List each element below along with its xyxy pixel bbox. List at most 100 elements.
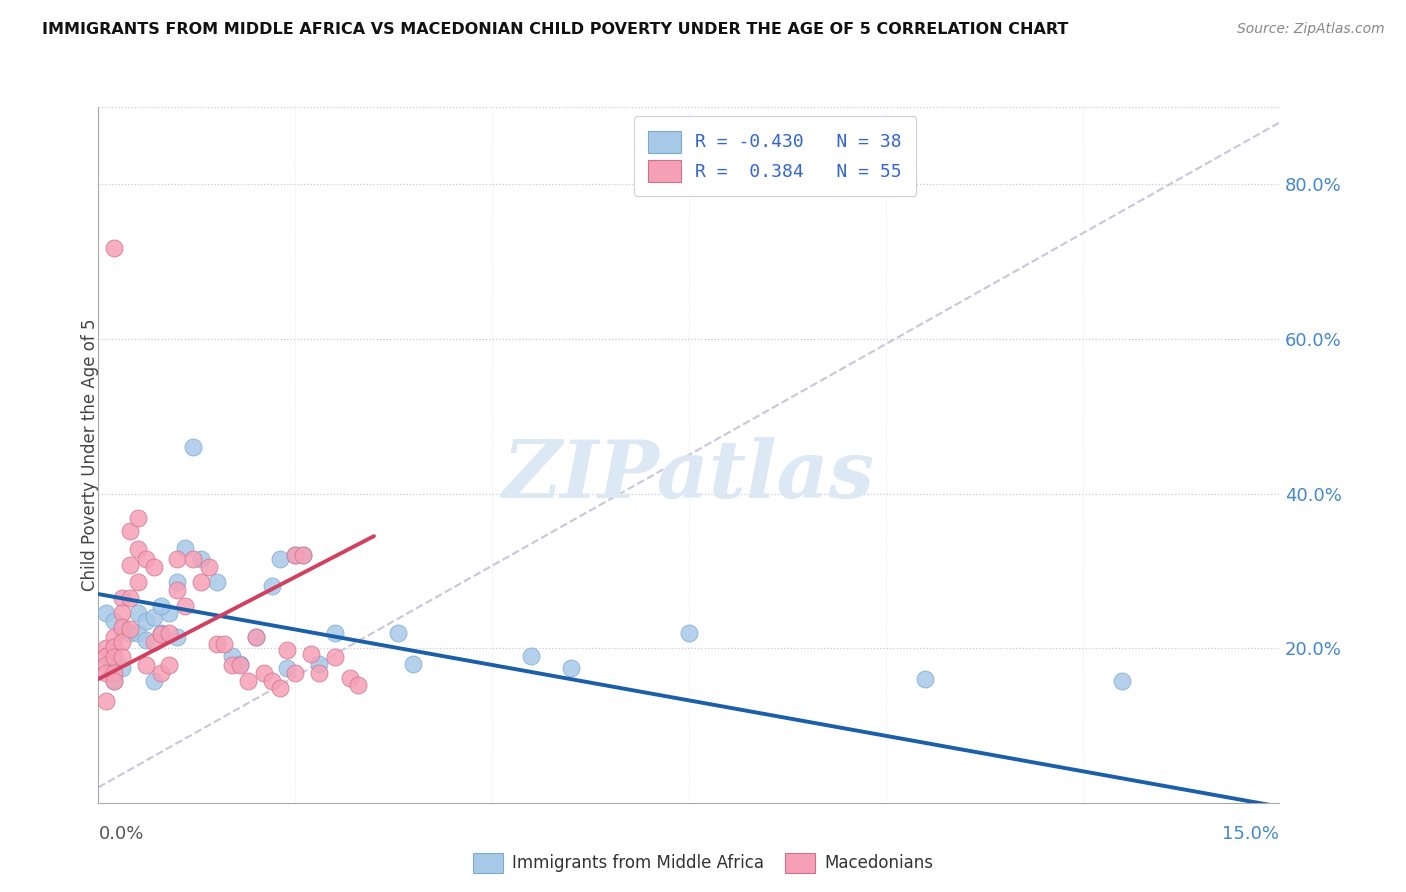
Point	[127, 575, 149, 590]
Point	[221, 658, 243, 673]
Point	[308, 665, 330, 680]
Point	[260, 673, 283, 688]
Point	[387, 625, 409, 640]
Point	[118, 558, 141, 572]
Point	[157, 607, 180, 621]
Point	[111, 607, 134, 621]
Point	[914, 672, 936, 686]
Point	[103, 665, 125, 680]
Point	[96, 641, 118, 656]
Point	[245, 630, 267, 644]
Point	[103, 241, 125, 255]
Point	[245, 630, 267, 644]
Point	[229, 658, 252, 673]
Point	[292, 549, 315, 563]
Point	[560, 660, 582, 674]
Point	[181, 440, 204, 454]
Point	[111, 622, 134, 636]
Point	[166, 583, 188, 598]
Point	[150, 625, 173, 640]
Point	[205, 575, 228, 590]
Point	[174, 599, 197, 613]
Point	[103, 673, 125, 688]
Point	[284, 549, 307, 563]
Legend: R = -0.430   N = 38, R =  0.384   N = 55: R = -0.430 N = 38, R = 0.384 N = 55	[634, 116, 917, 196]
Point	[284, 549, 307, 563]
Point	[299, 648, 322, 662]
Point	[323, 625, 346, 640]
Point	[260, 579, 283, 593]
Y-axis label: Child Poverty Under the Age of 5: Child Poverty Under the Age of 5	[82, 318, 98, 591]
Legend: Immigrants from Middle Africa, Macedonians: Immigrants from Middle Africa, Macedonia…	[465, 847, 941, 880]
Point	[127, 607, 149, 621]
Point	[157, 658, 180, 673]
Point	[103, 673, 125, 688]
Point	[150, 599, 173, 613]
Point	[127, 511, 149, 525]
Point	[197, 560, 219, 574]
Point	[96, 607, 118, 621]
Point	[111, 650, 134, 665]
Point	[678, 625, 700, 640]
Point	[205, 637, 228, 651]
Point	[118, 622, 141, 636]
Point	[214, 637, 236, 651]
Point	[339, 671, 361, 685]
Point	[166, 551, 188, 566]
Point	[96, 648, 118, 663]
Point	[103, 614, 125, 628]
Point	[111, 619, 134, 633]
Point	[1111, 673, 1133, 688]
Point	[118, 591, 141, 605]
Point	[166, 575, 188, 590]
Text: IMMIGRANTS FROM MIDDLE AFRICA VS MACEDONIAN CHILD POVERTY UNDER THE AGE OF 5 COR: IMMIGRANTS FROM MIDDLE AFRICA VS MACEDON…	[42, 22, 1069, 37]
Point	[96, 658, 118, 673]
Point	[118, 625, 141, 640]
Point	[142, 560, 165, 574]
Point	[284, 665, 307, 680]
Point	[520, 648, 543, 663]
Point	[402, 657, 425, 671]
Point	[276, 660, 298, 674]
Point	[308, 657, 330, 671]
Point	[229, 657, 252, 671]
Point	[111, 635, 134, 649]
Point	[150, 627, 173, 641]
Point	[142, 673, 165, 688]
Point	[135, 633, 157, 648]
Point	[103, 650, 125, 665]
Point	[190, 552, 212, 566]
Point	[111, 660, 134, 674]
Text: 15.0%: 15.0%	[1222, 825, 1279, 843]
Point	[118, 524, 141, 538]
Point	[142, 610, 165, 624]
Point	[127, 625, 149, 640]
Point	[323, 650, 346, 665]
Point	[269, 552, 291, 566]
Point	[103, 640, 125, 654]
Point	[157, 625, 180, 640]
Point	[292, 549, 315, 563]
Text: Source: ZipAtlas.com: Source: ZipAtlas.com	[1237, 22, 1385, 37]
Point	[135, 551, 157, 566]
Point	[96, 665, 118, 680]
Point	[135, 614, 157, 628]
Point	[103, 630, 125, 644]
Point	[276, 642, 298, 657]
Point	[181, 551, 204, 566]
Point	[347, 678, 370, 692]
Point	[150, 665, 173, 680]
Point	[127, 542, 149, 557]
Text: 0.0%: 0.0%	[98, 825, 143, 843]
Point	[135, 658, 157, 673]
Point	[221, 648, 243, 663]
Text: ZIPatlas: ZIPatlas	[503, 437, 875, 515]
Point	[96, 694, 118, 708]
Point	[269, 681, 291, 696]
Point	[142, 635, 165, 649]
Point	[253, 665, 276, 680]
Point	[190, 575, 212, 590]
Point	[174, 541, 197, 555]
Point	[166, 630, 188, 644]
Point	[111, 591, 134, 605]
